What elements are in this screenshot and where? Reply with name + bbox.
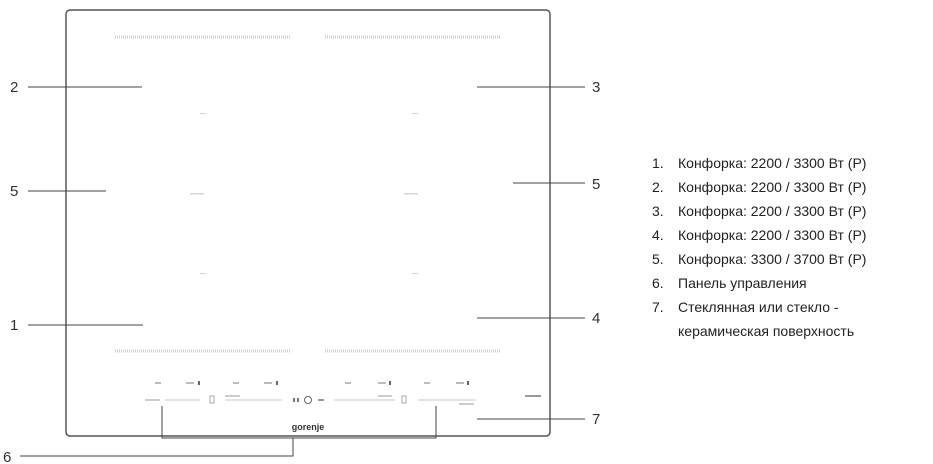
brand-logo: gorenje — [292, 422, 325, 432]
callout-3: 3 — [592, 79, 600, 96]
legend-list: 1. Конфорка: 2200 / 3300 Вт (P) 2. Конфорк… — [652, 151, 866, 343]
legend-item: 2. Конфорка: 2200 / 3300 Вт (P) — [652, 179, 867, 195]
legend-item: 7. Стеклянная или стекло - — [652, 299, 839, 315]
legend-item: 1. Конфорка: 2200 / 3300 Вт (P) — [652, 155, 867, 171]
legend-item: 6. Панель управления — [652, 275, 807, 291]
callout-1: 1 — [10, 317, 18, 334]
callout-5-right: 5 — [592, 176, 600, 193]
cooktop-panel — [65, 9, 551, 437]
callout-7: 7 — [592, 411, 600, 428]
callout-4: 4 — [592, 310, 600, 327]
callout-5-left: 5 — [10, 183, 18, 200]
zone-center-marks — [190, 113, 418, 274]
callout-2: 2 — [10, 79, 18, 96]
control-panel-sliders — [145, 395, 476, 405]
legend-item: 4. Конфорка: 2200 / 3300 Вт (P) — [652, 227, 867, 243]
control-panel-icons — [155, 381, 541, 397]
legend-item: 5. Конфорка: 3300 / 3700 Вт (P) — [652, 251, 867, 267]
callout-6: 6 — [3, 449, 11, 464]
leader-lines — [20, 86, 585, 457]
legend-item-continuation: керамическая поверхность — [678, 323, 855, 339]
legend-item: 3. Конфорка: 2200 / 3300 Вт (P) — [652, 203, 867, 219]
